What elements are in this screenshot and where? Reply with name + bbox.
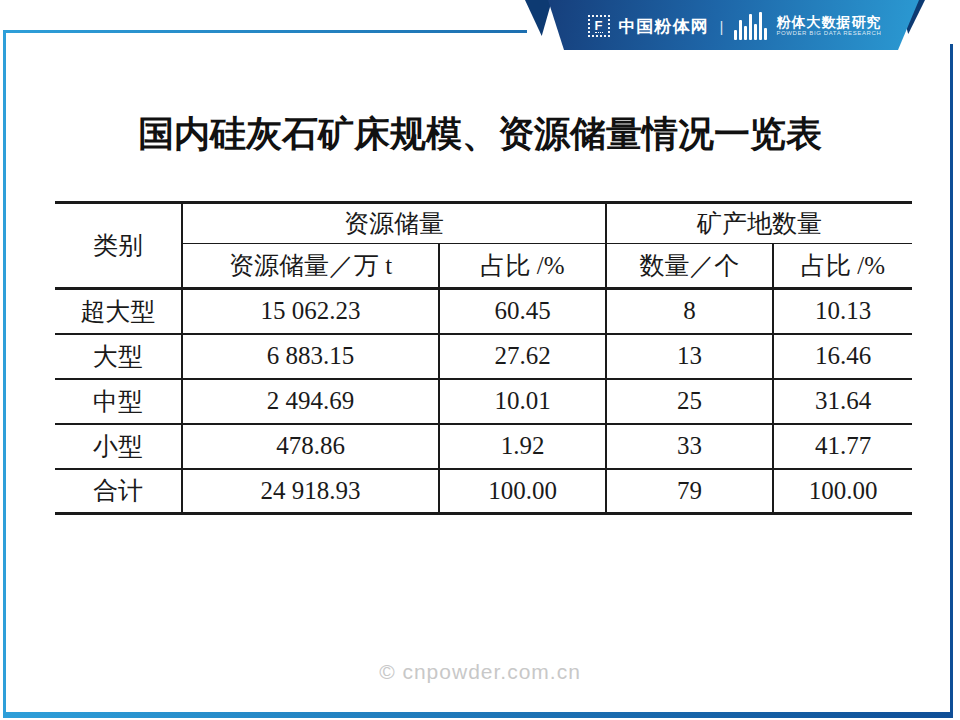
data-table-container: 类别 资源储量 矿产地数量 资源储量／万 t 占比 /% 数量／个 占比 /% … <box>55 201 912 515</box>
cnpowder-logo-letter: F <box>595 19 603 33</box>
cell-reserve: 2 494.69 <box>182 379 439 424</box>
brand-name: 中国粉体网 <box>619 15 709 38</box>
slide-title: 国内硅灰石矿床规模、资源储量情况一览表 <box>0 110 960 159</box>
cell-category: 大型 <box>55 334 182 379</box>
frame-top-line <box>3 30 527 33</box>
cnpowder-logo-icon: F <box>588 15 610 37</box>
cell-count-pct: 10.13 <box>773 289 912 334</box>
slide: F 中国粉体网 | 粉体大数据研究 POWDER BIG DATA RESEAR… <box>0 0 960 720</box>
bar-glyph <box>754 24 757 40</box>
bar-glyph <box>759 12 762 40</box>
watermark: © cnpowder.com.cn <box>0 660 960 684</box>
research-title: 粉体大数据研究 <box>776 15 881 30</box>
brand-banner: F 中国粉体网 | 粉体大数据研究 POWDER BIG DATA RESEAR… <box>548 0 919 50</box>
table-row-total: 合计 24 918.93 100.00 79 100.00 <box>55 469 912 514</box>
data-table: 类别 资源储量 矿产地数量 资源储量／万 t 占比 /% 数量／个 占比 /% … <box>55 201 912 515</box>
cell-count-pct: 16.46 <box>773 334 912 379</box>
col-header-reserve-amount: 资源储量／万 t <box>182 244 439 289</box>
research-subtitle: POWDER BIG DATA RESEARCH <box>776 30 881 37</box>
table-row: 超大型 15 062.23 60.45 8 10.13 <box>55 289 912 334</box>
bar-glyph <box>739 20 742 40</box>
research-brand: 粉体大数据研究 POWDER BIG DATA RESEARCH <box>776 15 881 37</box>
cell-reserve: 6 883.15 <box>182 334 439 379</box>
group-header-sites: 矿产地数量 <box>606 203 912 244</box>
cell-reserve: 15 062.23 <box>182 289 439 334</box>
cell-reserve-pct: 27.62 <box>439 334 606 379</box>
col-header-site-pct: 占比 /% <box>773 244 912 289</box>
cell-category: 中型 <box>55 379 182 424</box>
table-group-header-row: 类别 资源储量 矿产地数量 <box>55 203 912 244</box>
cell-category: 超大型 <box>55 289 182 334</box>
col-header-category: 类别 <box>55 203 182 289</box>
table-sub-header-row: 资源储量／万 t 占比 /% 数量／个 占比 /% <box>55 244 912 289</box>
bar-glyph <box>764 28 767 40</box>
cell-reserve: 478.86 <box>182 424 439 469</box>
table-row: 小型 478.86 1.92 33 41.77 <box>55 424 912 469</box>
cell-reserve-pct: 1.92 <box>439 424 606 469</box>
table-row: 大型 6 883.15 27.62 13 16.46 <box>55 334 912 379</box>
cell-count: 8 <box>606 289 773 334</box>
cell-count-pct: 41.77 <box>773 424 912 469</box>
frame-bottom-bar <box>3 712 953 718</box>
cell-count: 25 <box>606 379 773 424</box>
cell-category: 合计 <box>55 469 182 514</box>
bar-glyph <box>744 26 747 40</box>
cell-count-pct: 100.00 <box>773 469 912 514</box>
bar-glyph <box>749 14 752 40</box>
banner-divider: | <box>718 18 726 35</box>
cell-reserve: 24 918.93 <box>182 469 439 514</box>
cell-count-pct: 31.64 <box>773 379 912 424</box>
cell-count: 79 <box>606 469 773 514</box>
col-header-site-count: 数量／个 <box>606 244 773 289</box>
big-data-bars-icon <box>734 12 767 40</box>
group-header-reserves: 资源储量 <box>182 203 606 244</box>
banner-left-wedge <box>525 0 552 36</box>
cell-reserve-pct: 60.45 <box>439 289 606 334</box>
cell-count: 13 <box>606 334 773 379</box>
bar-glyph <box>734 30 737 40</box>
cell-count: 33 <box>606 424 773 469</box>
cell-reserve-pct: 100.00 <box>439 469 606 514</box>
cell-reserve-pct: 10.01 <box>439 379 606 424</box>
table-row: 中型 2 494.69 10.01 25 31.64 <box>55 379 912 424</box>
col-header-reserve-pct: 占比 /% <box>439 244 606 289</box>
cell-category: 小型 <box>55 424 182 469</box>
